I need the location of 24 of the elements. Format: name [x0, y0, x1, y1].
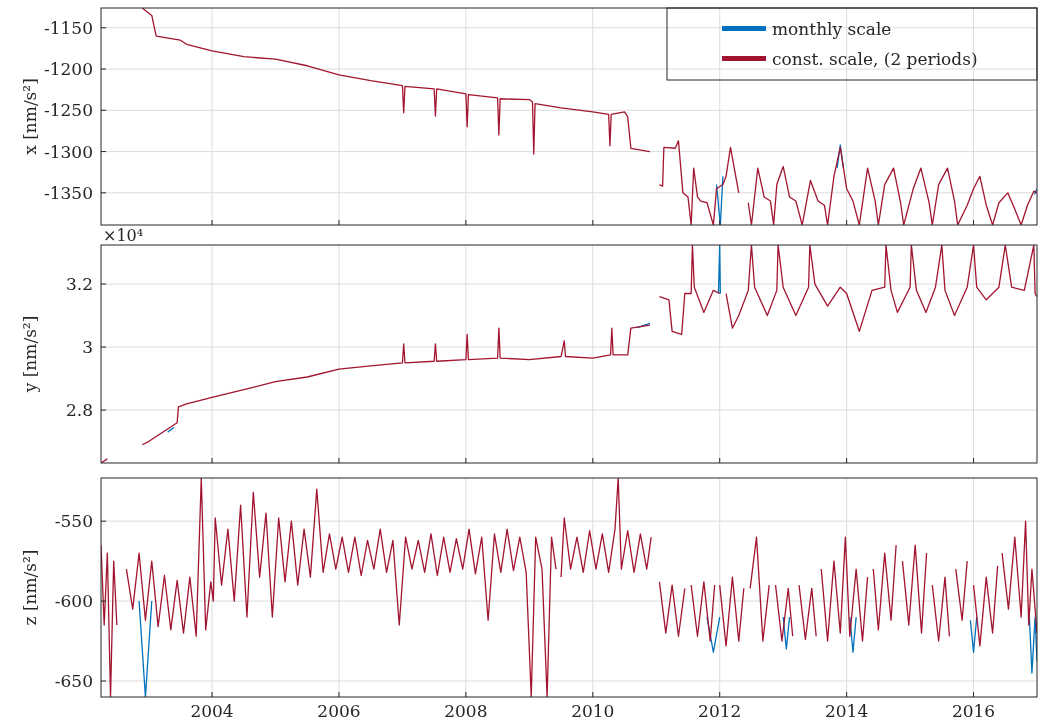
y-tick-label: 3 [82, 337, 93, 358]
y-tick-label: 3.2 [65, 274, 93, 295]
legend-label: monthly scale [772, 19, 892, 39]
y-tick-label: -650 [54, 671, 93, 692]
y-tick-label: -550 [54, 511, 93, 532]
y-tick-label: -1150 [43, 17, 93, 38]
y-axis-title: y [nm/s²] [20, 315, 40, 394]
y-tick-label: 2.8 [65, 400, 93, 421]
x-tick-label: 2008 [444, 701, 488, 721]
y-tick-label: -600 [54, 591, 93, 612]
y-tick-label: -1300 [43, 141, 93, 162]
x-tick-label: 2012 [698, 701, 742, 721]
annotation: ×10⁴ [103, 226, 144, 245]
x-tick-label: 2016 [951, 701, 996, 721]
y-tick-label: -1200 [43, 59, 93, 80]
y-axis-title: z [nm/s²] [20, 549, 40, 626]
legend-label: const. scale, (2 periods) [772, 49, 978, 69]
x-tick-label: 2010 [571, 701, 615, 721]
x-tick-label: 2014 [824, 701, 869, 721]
y-axis-title: x [nm/s²] [20, 78, 40, 155]
x-tick-label: 2006 [317, 701, 361, 721]
y-tick-label: -1250 [43, 100, 93, 121]
y-tick-label: -1350 [43, 182, 93, 203]
x-tick-label: 2004 [190, 701, 234, 721]
